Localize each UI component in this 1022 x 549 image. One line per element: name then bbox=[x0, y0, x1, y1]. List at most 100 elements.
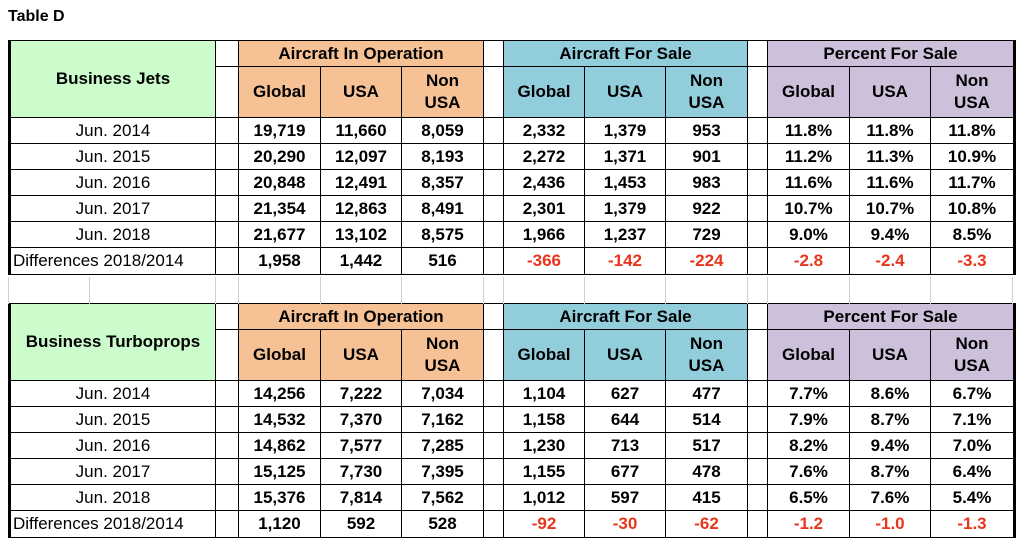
gap-cell bbox=[483, 66, 504, 118]
group-header-percent-for-sale: Percent For Sale bbox=[767, 303, 1016, 330]
value-cell: 1,158 bbox=[503, 406, 585, 433]
gap-cell bbox=[747, 458, 768, 485]
gap-cell bbox=[483, 117, 504, 144]
value-cell: 7,562 bbox=[401, 484, 484, 511]
gap-cell bbox=[747, 143, 768, 170]
value-cell: 7.7% bbox=[767, 380, 850, 407]
column-header-non-usa: Non USA bbox=[665, 66, 748, 118]
value-cell: 11.8% bbox=[930, 117, 1016, 144]
difference-value: 528 bbox=[401, 510, 484, 538]
value-cell: 1,371 bbox=[584, 143, 666, 170]
value-cell: 1,230 bbox=[503, 432, 585, 459]
value-cell: 477 bbox=[665, 380, 748, 407]
value-cell: 644 bbox=[584, 406, 666, 433]
value-cell: 11.8% bbox=[849, 117, 931, 144]
gap-cell bbox=[215, 484, 239, 511]
value-cell: 8,059 bbox=[401, 117, 484, 144]
gap-cell bbox=[483, 329, 504, 381]
value-cell: 1,155 bbox=[503, 458, 585, 485]
column-header-global: Global bbox=[767, 66, 850, 118]
value-cell: 517 bbox=[665, 432, 748, 459]
gap-cell bbox=[215, 169, 239, 196]
difference-value: -1.2 bbox=[767, 510, 850, 538]
gap-cell bbox=[483, 221, 504, 248]
value-cell: 14,256 bbox=[238, 380, 321, 407]
difference-value: -62 bbox=[665, 510, 748, 538]
differences-row: Differences 2018/2014 1,120 592 528 -92 -30 -6… bbox=[8, 510, 1016, 538]
column-header-usa: USA bbox=[584, 66, 666, 118]
gap-cell bbox=[747, 510, 768, 538]
value-cell: 7,395 bbox=[401, 458, 484, 485]
value-cell: 11.6% bbox=[849, 169, 931, 196]
value-cell: 1,453 bbox=[584, 169, 666, 196]
value-cell: 21,677 bbox=[238, 221, 321, 248]
value-cell: 2,301 bbox=[503, 195, 585, 222]
row-label: Jun. 2018 bbox=[8, 484, 216, 511]
gap-cell bbox=[215, 247, 239, 275]
column-header-usa: USA bbox=[849, 66, 931, 118]
table-row: Jun. 2014 19,719 11,660 8,059 2,332 1,379 953 1… bbox=[8, 117, 1016, 144]
value-cell: 901 bbox=[665, 143, 748, 170]
value-cell: 8,575 bbox=[401, 221, 484, 248]
gap-cell bbox=[215, 458, 239, 485]
value-cell: 6.4% bbox=[930, 458, 1016, 485]
gap-cell bbox=[747, 221, 768, 248]
value-cell: 1,379 bbox=[584, 195, 666, 222]
value-cell: 12,097 bbox=[320, 143, 402, 170]
difference-value: 516 bbox=[401, 247, 484, 275]
value-cell: 19,719 bbox=[238, 117, 321, 144]
column-header-global: Global bbox=[503, 66, 585, 118]
value-cell: 10.8% bbox=[930, 195, 1016, 222]
value-cell: 11.7% bbox=[930, 169, 1016, 196]
difference-value: 592 bbox=[320, 510, 402, 538]
gap-cell bbox=[747, 484, 768, 511]
gap-cell bbox=[747, 40, 768, 67]
gap-cell bbox=[215, 380, 239, 407]
gap-cell bbox=[483, 247, 504, 275]
group-header-in-operation: Aircraft In Operation bbox=[238, 303, 484, 330]
column-header-usa: USA bbox=[849, 329, 931, 381]
value-cell: 415 bbox=[665, 484, 748, 511]
differences-label: Differences 2018/2014 bbox=[8, 510, 216, 538]
column-header-non-usa: Non USA bbox=[401, 66, 484, 118]
column-header-non-usa: Non USA bbox=[665, 329, 748, 381]
value-cell: 7.6% bbox=[849, 484, 931, 511]
table-row: Jun. 2016 14,862 7,577 7,285 1,230 713 517 8.2%… bbox=[8, 432, 1016, 459]
gap-cell bbox=[215, 195, 239, 222]
differences-label: Differences 2018/2014 bbox=[8, 247, 216, 275]
value-cell: 12,491 bbox=[320, 169, 402, 196]
value-cell: 953 bbox=[665, 117, 748, 144]
gap-cell bbox=[483, 303, 504, 330]
gap-cell bbox=[747, 195, 768, 222]
value-cell: 1,104 bbox=[503, 380, 585, 407]
value-cell: 6.5% bbox=[767, 484, 850, 511]
gap-cell bbox=[483, 432, 504, 459]
value-cell: 9.4% bbox=[849, 432, 931, 459]
row-label: Jun. 2017 bbox=[8, 458, 216, 485]
value-cell: 1,237 bbox=[584, 221, 666, 248]
value-cell: 1,966 bbox=[503, 221, 585, 248]
gap-cell bbox=[483, 484, 504, 511]
gap-cell bbox=[747, 247, 768, 275]
gap-cell bbox=[747, 380, 768, 407]
gap-cell bbox=[747, 117, 768, 144]
group-header-in-operation: Aircraft In Operation bbox=[238, 40, 484, 67]
difference-value: -2.8 bbox=[767, 247, 850, 275]
value-cell: 8,491 bbox=[401, 195, 484, 222]
value-cell: 8,357 bbox=[401, 169, 484, 196]
difference-value: 1,442 bbox=[320, 247, 402, 275]
difference-value: -366 bbox=[503, 247, 585, 275]
value-cell: 713 bbox=[584, 432, 666, 459]
value-cell: 9.0% bbox=[767, 221, 850, 248]
column-header-usa: USA bbox=[320, 66, 402, 118]
value-cell: 7.6% bbox=[767, 458, 850, 485]
gap-cell bbox=[747, 406, 768, 433]
difference-value: 1,958 bbox=[238, 247, 321, 275]
row-label: Jun. 2017 bbox=[8, 195, 216, 222]
gap-cell bbox=[747, 169, 768, 196]
category-header: Business Turboprops bbox=[8, 303, 216, 381]
gap-cell bbox=[215, 66, 239, 118]
value-cell: 8.2% bbox=[767, 432, 850, 459]
table-row: Jun. 2015 14,532 7,370 7,162 1,158 644 514 7.9%… bbox=[8, 406, 1016, 433]
value-cell: 10.7% bbox=[767, 195, 850, 222]
